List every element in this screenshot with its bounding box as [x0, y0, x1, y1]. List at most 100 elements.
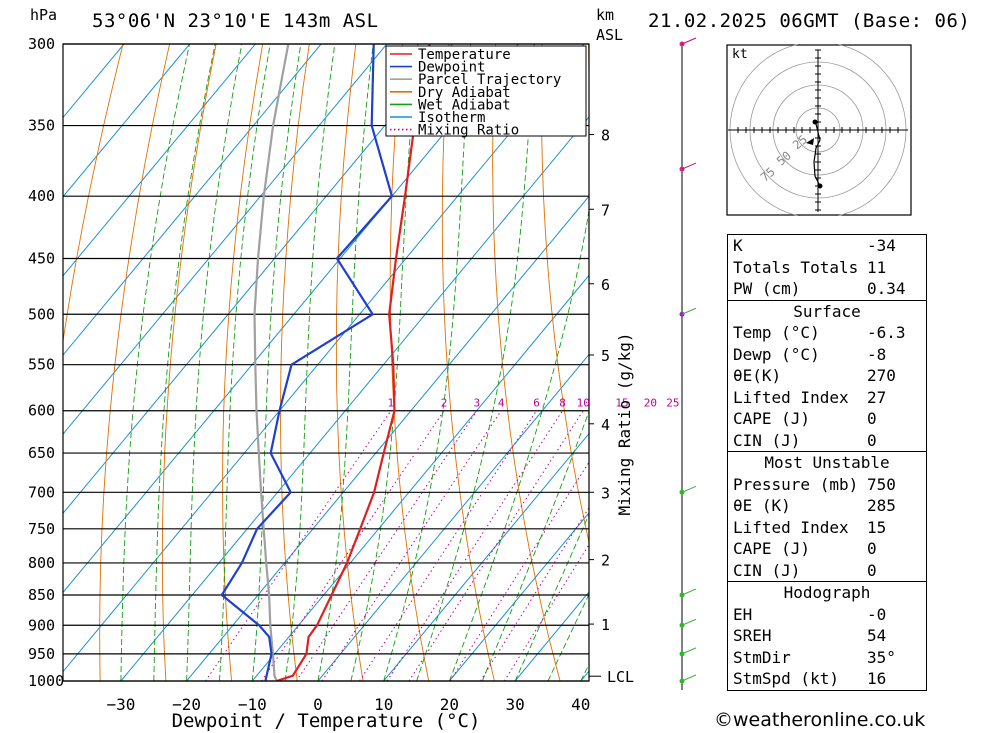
- x-tick-label: −10: [238, 695, 267, 714]
- hodograph-section: Hodograph EH -0 SREH 54 StmDir 35° StmSpd (kt)…: [728, 581, 926, 690]
- credit-link[interactable]: ©weatheronline.co.uk: [714, 709, 926, 731]
- mixing-ratio-label: 8: [559, 397, 566, 410]
- index-label: Temp (°C): [733, 323, 820, 342]
- mixing-ratio-axis-label: Mixing Ratio (g/kg): [615, 332, 634, 515]
- wet-adiabat-line: [186, 44, 243, 681]
- isotherm-line: [63, 44, 388, 435]
- index-row: EH -0: [728, 604, 926, 626]
- index-label: CIN (J): [733, 560, 801, 580]
- index-label: PW (cm): [733, 279, 801, 298]
- pressure-tick-label: 950: [28, 645, 55, 663]
- index-row: Lifted Index 27: [728, 387, 926, 409]
- legend-item-label: Dry Adiabat: [418, 85, 511, 101]
- storm-motion-marker: [806, 138, 814, 145]
- index-label: CAPE (J): [733, 539, 811, 558]
- mixing-ratio-label: 2: [441, 397, 448, 410]
- x-axis-label: Dewpoint / Temperature (°C): [172, 710, 481, 732]
- most-unstable-section: Most Unstable Pressure (mb) 750 θE (K) 285 L…: [728, 451, 926, 581]
- km-tick-label: 6: [601, 276, 610, 294]
- index-label: StmDir: [733, 647, 791, 667]
- mixing-ratio-label: 4: [498, 397, 505, 410]
- isotherm-line: [63, 44, 585, 673]
- wind-barb-staff: [681, 307, 697, 315]
- asl-label: ASL: [596, 26, 623, 44]
- index-label: CIN (J): [733, 430, 801, 450]
- wind-barb-staff: [681, 162, 697, 170]
- index-label: Totals Totals: [733, 257, 859, 277]
- index-label: EH: [733, 604, 753, 624]
- index-label: StmSpd (kt): [733, 669, 839, 688]
- isotherm-line: [63, 44, 125, 119]
- index-value: 0: [867, 539, 877, 558]
- index-row: CIN (J) 0: [728, 560, 926, 582]
- x-tick-label: 20: [440, 695, 459, 714]
- index-row: SREH 54: [728, 625, 926, 647]
- index-value: 0: [867, 409, 877, 428]
- index-row: PW (cm) 0.34: [728, 278, 926, 300]
- hodograph-surface-point: [817, 183, 823, 189]
- wet-adiabat-line: [284, 44, 336, 681]
- hodograph-title: Hodograph: [783, 583, 871, 602]
- index-row: Lifted Index 15: [728, 517, 926, 539]
- index-row: Dewp (°C) -8: [728, 344, 926, 366]
- isotherm-line: [63, 44, 191, 198]
- index-value: -6.3: [867, 323, 906, 342]
- km-tick-label: 5: [601, 347, 610, 365]
- index-value: 27: [867, 387, 887, 407]
- legend-item-label: Dewpoint: [418, 60, 485, 76]
- pressure-tick-label: 600: [28, 402, 55, 420]
- wind-barb-staff: [681, 588, 697, 596]
- legend-item-label: Isotherm: [418, 110, 485, 126]
- wet-adiabat-line: [350, 44, 419, 681]
- series-parcel-trajectory-line: [253, 44, 290, 681]
- legend-item-label: Temperature: [418, 47, 511, 63]
- mixing-ratio-label: 3: [474, 397, 481, 410]
- pressure-tick-label: 450: [28, 250, 55, 268]
- km-label: km: [596, 6, 614, 24]
- x-tick-label: 10: [374, 695, 393, 714]
- index-label: SREH: [733, 626, 772, 645]
- pressure-tick-label: 750: [28, 520, 55, 538]
- index-row: Totals Totals 11: [728, 257, 926, 279]
- series-dewpoint-line: [220, 44, 394, 681]
- x-tick-label: 0: [313, 695, 323, 714]
- pressure-tick-label: 1000: [28, 672, 64, 690]
- hpa-label: hPa: [30, 6, 57, 24]
- index-value: -0: [867, 604, 887, 624]
- index-value: 54: [867, 626, 887, 645]
- mixing-ratio-line: [321, 410, 502, 681]
- index-row: CAPE (J) 0: [728, 538, 926, 560]
- x-tick-label: 40: [571, 695, 590, 714]
- index-row: Temp (°C) -6.3: [728, 322, 926, 344]
- pressure-tick-label: 400: [28, 187, 55, 205]
- index-label: θE (K): [733, 496, 791, 515]
- isotherm-line: [63, 44, 322, 356]
- dry-adiabat-line: [63, 44, 124, 344]
- isotherm-line: [120, 116, 589, 681]
- index-label: K: [733, 236, 743, 255]
- index-value: 285: [867, 496, 896, 515]
- index-label: Lifted Index: [733, 387, 849, 407]
- dry-adiabat-line: [540, 44, 589, 545]
- mixing-ratio-label: 6: [533, 397, 540, 410]
- legend-item-label: Mixing Ratio: [418, 123, 519, 139]
- isotherm-line: [383, 432, 589, 681]
- pressure-tick-label: 800: [28, 554, 55, 572]
- hodograph-trace: [813, 119, 821, 187]
- skew-t-diagram: 3003504004505005506006507007508008509009…: [28, 6, 680, 732]
- mixing-ratio-label: 15: [615, 397, 628, 410]
- km-tick-label: 3: [601, 484, 610, 502]
- x-tick-label: −20: [172, 695, 201, 714]
- indices-table: K -34 Totals Totals 11 PW (cm) 0.34 Surface T…: [727, 234, 927, 691]
- index-value: 270: [867, 366, 896, 385]
- wind-barb-staff: [681, 37, 697, 45]
- isotherm-line: [186, 195, 589, 681]
- km-tick-label: 1: [601, 616, 610, 634]
- mixing-ratio-line: [295, 410, 478, 681]
- index-row: θE (K) 285: [728, 495, 926, 517]
- mixing-ratio-line: [205, 410, 392, 681]
- isotherm-line: [63, 44, 256, 277]
- mixing-ratio-line: [449, 461, 589, 681]
- pressure-tick-label: 900: [28, 616, 55, 634]
